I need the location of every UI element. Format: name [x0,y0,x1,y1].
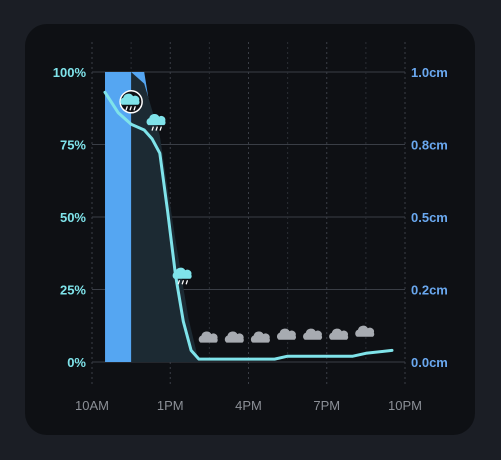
cloud-shape [276,328,297,340]
cloud-icon [250,331,270,343]
cloud-shape [120,93,140,105]
precipitation-area-1 [131,72,199,362]
right-tick-label: 0.8cm [411,138,448,153]
rain-drop [133,106,136,111]
cloud-icon [198,331,218,343]
rain-drop [129,106,132,111]
rain-drop [125,106,128,111]
cloud-shape [198,331,218,343]
x-tick-label: 10AM [75,398,109,413]
chart-card [25,24,475,435]
cloud-shape [250,331,270,343]
left-tick-label: 25% [60,283,86,298]
right-tick-label: 0.0cm [411,355,448,370]
cloud-icon [224,331,244,343]
cloud-shape [146,113,166,126]
cloud-shape [303,328,323,340]
cloud-shape [329,328,349,340]
probability-line [103,90,394,361]
cloud-icon [355,325,375,337]
x-tick-label: 1PM [157,398,184,413]
cloud-icon [329,328,349,340]
tick-labels: 0% 25% 50% 75% 100% 0.0cm 0.2cm 0.5cm 0.8cm 1.0cm… [53,65,448,413]
rain-cloud-icon [172,267,192,285]
cloud-shape [355,325,375,337]
weather-icons [119,90,375,343]
right-tick-label: 0.2cm [411,283,448,298]
area-series [105,72,199,362]
rain-drop [177,280,180,285]
x-tick-label: 10PM [388,398,422,413]
right-tick-label: 0.5cm [411,210,448,225]
cloud-icon [276,328,297,340]
left-tick-label: 50% [60,210,86,225]
cloud-icon [303,328,323,340]
rain-drop [181,280,184,285]
cloud-shape [172,267,192,279]
left-tick-label: 75% [60,138,86,153]
x-tick-label: 7PM [313,398,340,413]
right-tick-label: 1.0cm [411,65,448,80]
line-series [103,90,394,361]
left-tick-label: 100% [53,65,87,80]
rain-drop [155,126,158,131]
rain-cloud-icon [119,90,143,114]
rain-drop [151,126,154,131]
rain-cloud-icon [146,113,166,131]
rain-drop [185,280,188,285]
left-tick-label: 0% [67,355,86,370]
cloud-shape [224,331,244,343]
x-tick-label: 4PM [235,398,262,413]
rain-drop [159,126,162,131]
